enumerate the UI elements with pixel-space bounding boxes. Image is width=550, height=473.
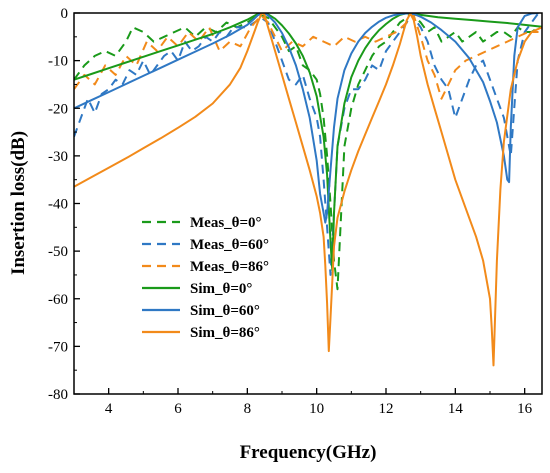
legend-label-meas-0-0: Meas_θ=0° (190, 215, 262, 231)
legend-label-sim-60-4: Sim_θ=60° (190, 303, 260, 319)
y-tick-label: -80 (48, 387, 68, 403)
series-line-meas-60-1 (74, 13, 540, 276)
x-tick-label: 4 (105, 401, 113, 417)
series-line-meas-0-0 (74, 13, 540, 291)
y-tick-label: -70 (48, 339, 68, 355)
x-axis-title: Frequency(GHz) (240, 442, 377, 463)
legend-label-meas-60-1: Meas_θ=60° (190, 237, 269, 253)
x-tick-label: 12 (379, 401, 394, 417)
x-tick-label: 6 (174, 401, 182, 417)
series-line-sim-60-4 (74, 13, 539, 224)
x-tick-label: 16 (517, 401, 533, 417)
legend-label-meas-86-2: Meas_θ=86° (190, 259, 269, 275)
legend: Meas_θ=0° Meas_θ=60° Meas_θ=86° Sim_θ=0° Sim… (142, 215, 269, 341)
x-tick-label: 8 (244, 401, 252, 417)
y-axis-title: Insertion loss(dB) (8, 131, 29, 275)
y-tick-label: -20 (48, 101, 68, 117)
x-axis: 4 6 8 10 12 14 16 (73, 388, 533, 417)
y-tick-label: -30 (48, 149, 68, 165)
y-tick-label: -50 (48, 244, 68, 260)
y-tick-label: 0 (61, 6, 69, 22)
y-tick-label: -40 (48, 197, 68, 213)
x-tick-label: 14 (448, 401, 464, 417)
legend-label-sim-86-5: Sim_θ=86° (190, 325, 260, 341)
y-tick-label: -10 (48, 54, 68, 70)
y-axis: 0 -10 -20 -30 -40 -50 -60 -70 -80 (48, 6, 80, 403)
series-line-sim-86-5 (74, 13, 542, 367)
legend-label-sim-0-3: Sim_θ=0° (190, 281, 252, 297)
x-tick-label: 10 (309, 401, 324, 417)
y-tick-label: -60 (48, 292, 68, 308)
series-line-meas-86-2 (74, 14, 539, 100)
